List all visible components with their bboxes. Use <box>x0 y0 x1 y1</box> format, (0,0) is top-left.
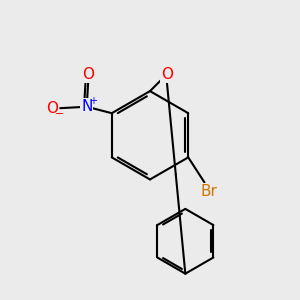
Text: N: N <box>81 99 92 114</box>
Text: −: − <box>54 109 64 119</box>
Text: +: + <box>89 96 97 106</box>
Text: O: O <box>161 67 173 82</box>
Text: O: O <box>82 67 94 82</box>
Text: O: O <box>46 101 58 116</box>
Text: Br: Br <box>200 184 217 199</box>
